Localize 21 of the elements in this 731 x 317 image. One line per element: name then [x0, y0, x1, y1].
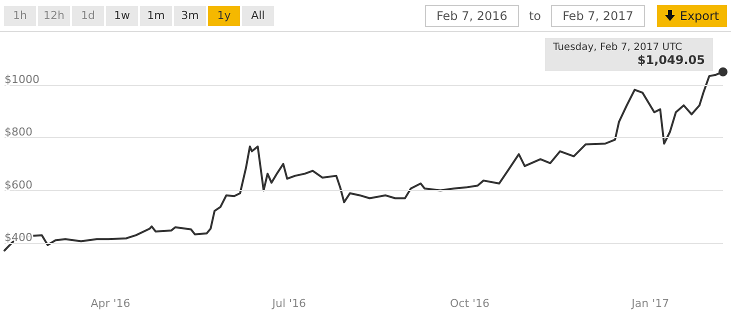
text: Feb 7, 2016: [424, 4, 519, 26]
text: All: [242, 6, 274, 26]
text: Feb 7, 2017: [551, 4, 645, 26]
x-tick-label: Jan '17: [630, 297, 670, 310]
y-tick-label: $1000: [4, 72, 40, 86]
text: 1h: [4, 6, 36, 26]
text: to: [528, 8, 541, 22]
y-tick-label: $600: [4, 178, 32, 192]
text: 12h: [38, 6, 70, 26]
y-tick-label: $800: [4, 126, 32, 139]
text: Export: [657, 4, 727, 26]
x-tick-label: Oct '16: [450, 297, 490, 310]
text: 1m: [140, 6, 172, 26]
annotation: Tuesday, Feb 7, 2017 UTC: [553, 42, 684, 53]
text: 1d: [72, 6, 104, 26]
text: 1y: [208, 6, 240, 26]
x-tick-label: Apr '16: [90, 297, 130, 310]
text: 1w: [106, 6, 138, 26]
annotation: $1,049.05: [636, 53, 705, 67]
text: 3m: [174, 6, 206, 26]
x-tick-label: Jul '16: [271, 297, 306, 310]
